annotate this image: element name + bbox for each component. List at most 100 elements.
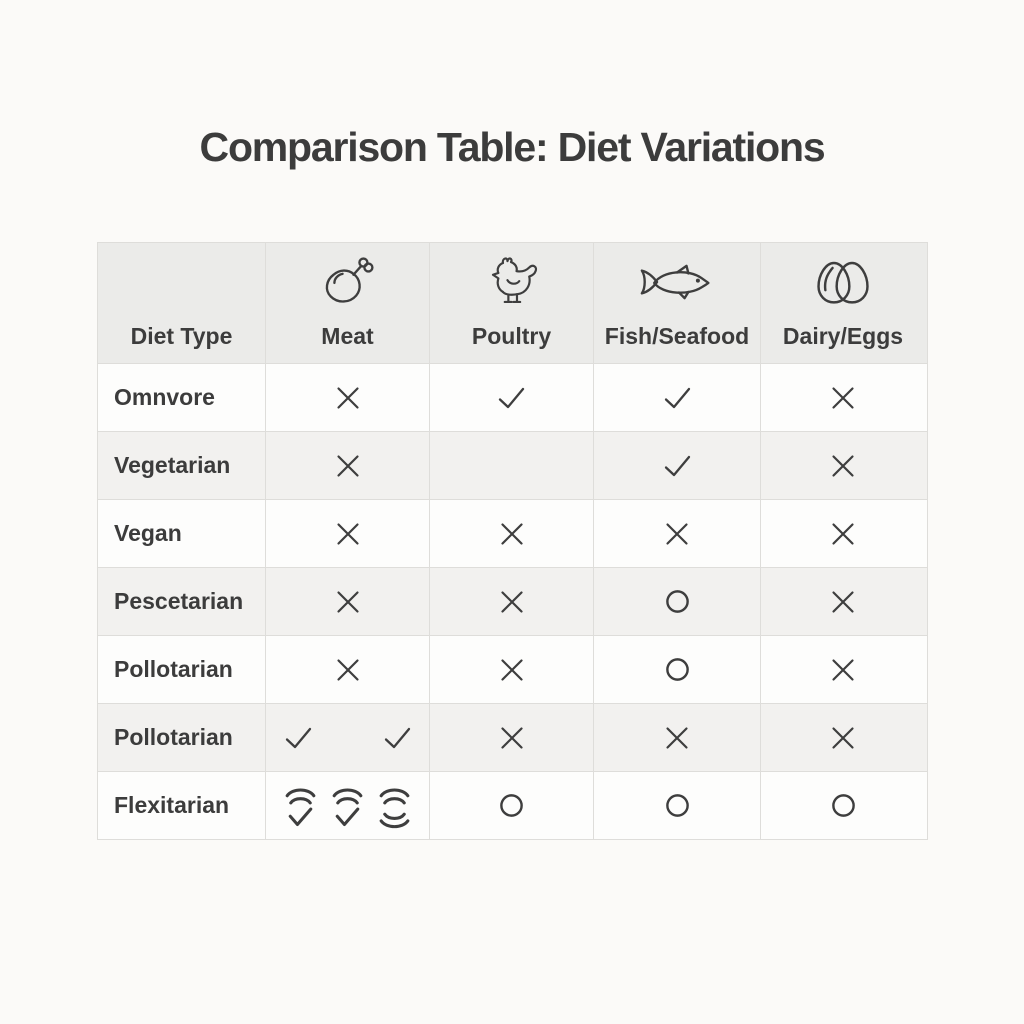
diet-comparison-table: Diet Type Meat Poultry Fish/Seafood Dair… (97, 242, 928, 840)
table-row-pollotarian-4: Pollotarian (98, 636, 927, 704)
check-icon (664, 387, 690, 408)
x-icon (832, 726, 854, 749)
cell-symbols (280, 782, 415, 830)
wave-check-icon (332, 787, 363, 826)
table-row-omnvore-0: Omnvore (98, 364, 927, 432)
x-icon (500, 726, 523, 749)
x-icon (832, 454, 854, 477)
row-label: Pollotarian (114, 724, 233, 750)
column-header-dairy-eggs: Dairy/Eggs (761, 243, 925, 363)
page-title: Comparison Table: Diet Variations (199, 124, 826, 170)
x-icon (832, 590, 854, 613)
table-cell (266, 568, 430, 635)
wave-check-icon (285, 787, 316, 826)
cell-symbols (830, 792, 857, 819)
column-header-label: Dairy/Eggs (782, 323, 904, 349)
eggs-icon (809, 251, 877, 313)
cell-symbols (334, 656, 362, 684)
column-header-label: Fish/Seafood (604, 323, 750, 349)
fish-icon (639, 251, 715, 313)
cell-symbols (498, 656, 526, 684)
column-header-label: Diet Type (130, 323, 233, 349)
cell-symbols (829, 656, 857, 684)
column-header-diet-type: Diet Type (98, 243, 266, 363)
column-header-fish-seafood: Fish/Seafood (594, 243, 761, 363)
table-cell (430, 636, 594, 703)
table-cell (430, 772, 594, 839)
cell-symbols (829, 520, 857, 548)
x-icon (500, 522, 523, 545)
cell-symbols (829, 384, 857, 412)
table-cell (594, 704, 761, 771)
circle-icon (500, 794, 523, 817)
cell-symbols (496, 385, 527, 411)
table-cell (761, 364, 925, 431)
cell-symbols (662, 453, 693, 479)
cell-symbols (664, 656, 691, 683)
wave-wave-icon (379, 787, 410, 828)
cell-symbols (663, 724, 691, 752)
row-label: Vegan (114, 520, 182, 546)
table-cell (761, 772, 925, 839)
row-label-cell: Flexitarian (98, 772, 266, 839)
row-label-cell: Pollotarian (98, 636, 266, 703)
cell-symbols (334, 384, 362, 412)
table-cell (594, 568, 761, 635)
row-label-cell: Pescetarian (98, 568, 266, 635)
table-cell (594, 636, 761, 703)
table-row-vegetarian-1: Vegetarian (98, 432, 927, 500)
table-row-flexitarian-6: Flexitarian (98, 772, 927, 839)
cell-symbols (498, 588, 526, 616)
cell-symbols (498, 724, 526, 752)
cell-symbols (664, 792, 691, 819)
x-icon (666, 726, 688, 749)
table-cell (761, 636, 925, 703)
cell-symbols (829, 452, 857, 480)
table-cell (430, 500, 594, 567)
column-header-meat: Meat (266, 243, 430, 363)
table-cell (430, 364, 594, 431)
chicken-icon (483, 251, 541, 313)
cell-symbols (498, 520, 526, 548)
cell-symbols (334, 452, 362, 480)
check-icon (498, 387, 525, 408)
drumstick-icon (318, 251, 378, 313)
table-cell (430, 432, 594, 499)
row-label: Pollotarian (114, 656, 233, 682)
row-label: Vegetarian (114, 452, 231, 478)
table-cell (594, 432, 761, 499)
table-cell (430, 568, 594, 635)
table-cell (266, 500, 430, 567)
x-icon (336, 658, 359, 681)
cell-symbols (283, 725, 413, 751)
table-cell (266, 432, 430, 499)
table-row-vegan-2: Vegan (98, 500, 927, 568)
table-cell (594, 364, 761, 431)
row-label-cell: Pollotarian (98, 704, 266, 771)
x-icon (500, 590, 523, 613)
circle-icon (665, 590, 689, 613)
column-header-poultry: Poultry (430, 243, 594, 363)
check-icon (384, 727, 410, 748)
row-label-cell: Omnvore (98, 364, 266, 431)
row-label: Pescetarian (114, 588, 244, 614)
cell-symbols (334, 520, 362, 548)
cell-symbols (663, 520, 691, 548)
circle-icon (665, 658, 689, 681)
circle-icon (831, 794, 855, 817)
check-icon (664, 455, 690, 476)
x-icon (666, 522, 688, 545)
table-cell (266, 772, 430, 839)
x-icon (336, 522, 359, 545)
row-label-cell: Vegan (98, 500, 266, 567)
x-icon (832, 522, 854, 545)
cell-symbols (829, 588, 857, 616)
table-cell (761, 568, 925, 635)
table-cell (761, 704, 925, 771)
check-icon (285, 727, 311, 748)
x-icon (336, 590, 359, 613)
x-icon (500, 658, 523, 681)
cell-symbols (498, 792, 525, 819)
x-icon (336, 454, 359, 477)
column-header-label: Meat (321, 323, 374, 349)
